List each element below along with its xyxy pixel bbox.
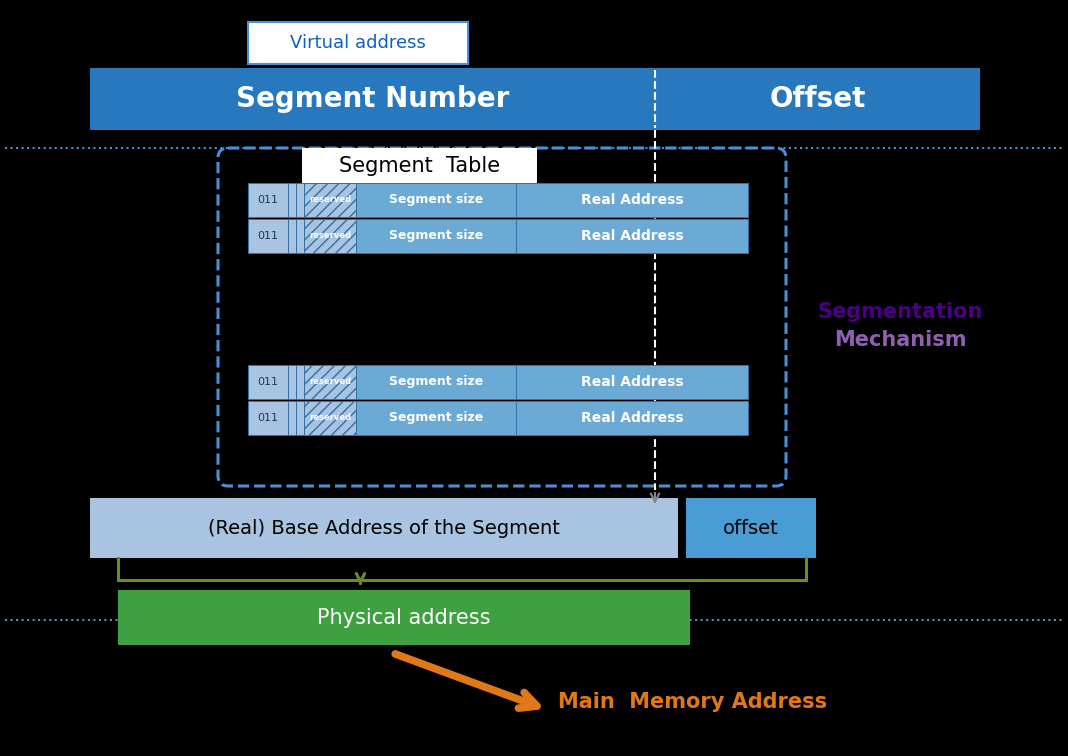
Text: Mechanism: Mechanism (834, 330, 967, 350)
Bar (516, 219, 748, 253)
Bar (117, 590, 690, 645)
Text: Segment size: Segment size (389, 376, 483, 389)
Bar (248, 183, 288, 217)
Bar (248, 401, 748, 435)
Bar (248, 219, 288, 253)
Bar (248, 365, 288, 399)
Bar (248, 401, 288, 435)
Text: reserved: reserved (309, 377, 351, 386)
Text: 011: 011 (257, 377, 279, 387)
Bar (288, 183, 296, 217)
Bar (248, 183, 748, 217)
Bar (296, 401, 304, 435)
Text: offset: offset (723, 519, 779, 538)
Bar (686, 498, 816, 558)
Bar (516, 365, 748, 399)
Text: 011: 011 (257, 413, 279, 423)
Bar (304, 219, 356, 253)
Bar (356, 219, 516, 253)
Text: Segment size: Segment size (389, 230, 483, 243)
Bar (302, 148, 537, 184)
Text: Real Address: Real Address (581, 375, 684, 389)
Bar (288, 401, 296, 435)
Text: Segment  Table: Segment Table (339, 156, 500, 176)
Bar (248, 365, 748, 399)
Bar (304, 365, 356, 399)
Text: reserved: reserved (309, 196, 351, 205)
Bar (288, 219, 296, 253)
Text: Real Address: Real Address (581, 229, 684, 243)
Text: reserved: reserved (309, 414, 351, 423)
Bar (90, 68, 980, 130)
Text: 011: 011 (257, 195, 279, 205)
Bar (304, 183, 356, 217)
Bar (296, 365, 304, 399)
Text: Virtual address: Virtual address (290, 34, 426, 52)
Bar (516, 183, 748, 217)
Text: Main  Memory Address: Main Memory Address (557, 692, 827, 712)
Text: Offset: Offset (769, 85, 866, 113)
Text: Segment size: Segment size (389, 194, 483, 206)
Bar (288, 365, 296, 399)
Bar (248, 219, 748, 253)
Text: reserved: reserved (309, 231, 351, 240)
Text: 011: 011 (257, 231, 279, 241)
Text: Segmentation: Segmentation (817, 302, 983, 322)
Bar (296, 183, 304, 217)
Bar (296, 219, 304, 253)
Text: (Real) Base Address of the Segment: (Real) Base Address of the Segment (208, 519, 560, 538)
Bar (248, 22, 468, 64)
Text: Real Address: Real Address (581, 411, 684, 425)
Bar (356, 365, 516, 399)
Text: Segment size: Segment size (389, 411, 483, 425)
Text: Physical address: Physical address (317, 608, 491, 627)
Text: Segment Number: Segment Number (236, 85, 509, 113)
Bar (304, 401, 356, 435)
Bar (356, 183, 516, 217)
Bar (90, 498, 678, 558)
Bar (356, 401, 516, 435)
Bar (516, 401, 748, 435)
Text: Real Address: Real Address (581, 193, 684, 207)
